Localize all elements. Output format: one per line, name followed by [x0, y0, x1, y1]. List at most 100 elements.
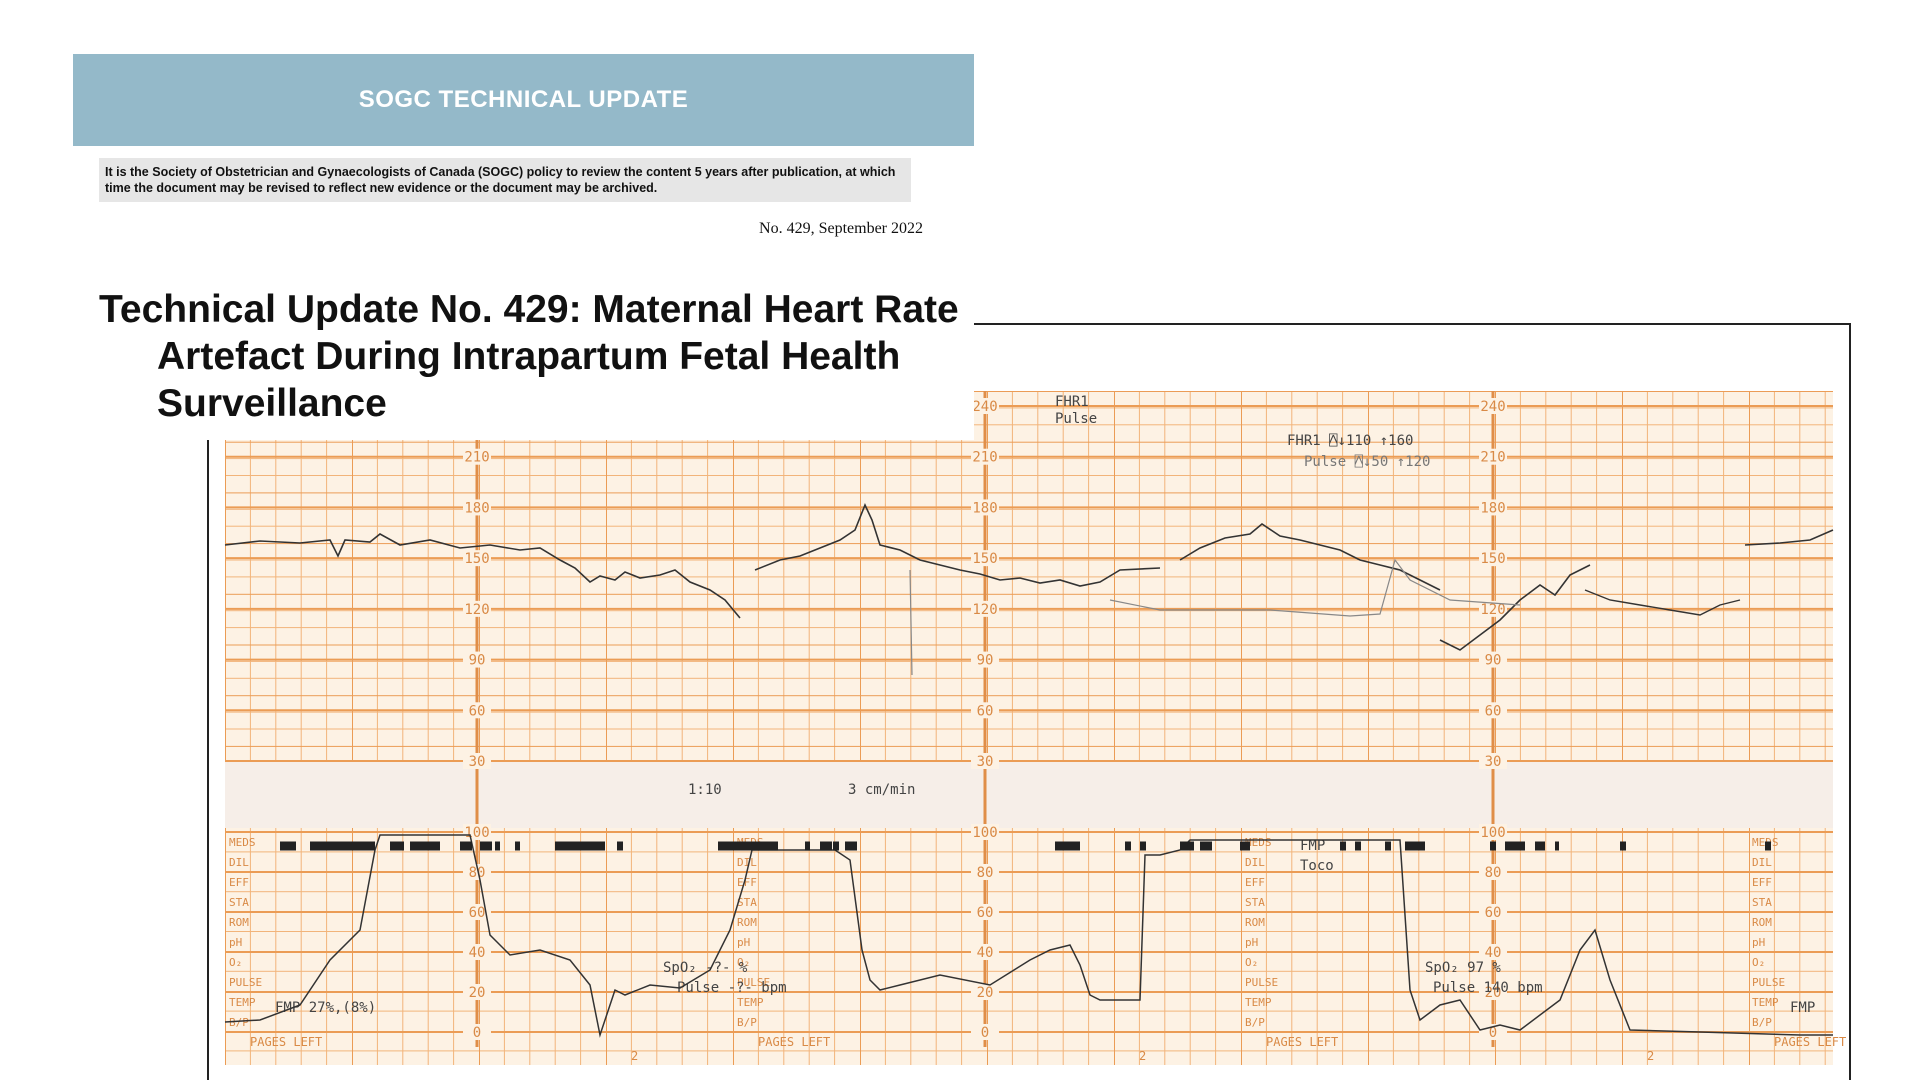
fhr-scale-label: 240 — [1480, 399, 1505, 415]
label-bg — [971, 651, 999, 668]
legend-label: FHR1 — [1055, 394, 1089, 410]
fmp-label: FMP — [1790, 1000, 1815, 1016]
toco-scale-label: 40 — [1485, 945, 1502, 961]
fhr-scale-label: 30 — [469, 754, 486, 770]
fhr-trace — [1439, 564, 1591, 651]
label-bg — [463, 944, 491, 960]
side-label: ROM — [1752, 916, 1772, 929]
toco-scale-label: 80 — [1485, 865, 1502, 881]
page-number: 2 — [1139, 1049, 1146, 1063]
side-label: B/P — [737, 1016, 757, 1029]
fhr-scale-label: 60 — [977, 703, 994, 719]
side-label: pH — [1752, 936, 1765, 949]
toco-scale-label: 80 — [469, 865, 486, 881]
fhr-scale-label: 120 — [972, 602, 997, 618]
pages-left: PAGES LEFT — [1774, 1035, 1846, 1049]
side-label: EFF — [1752, 876, 1772, 889]
side-label: pH — [1245, 936, 1258, 949]
side-label: DIL — [229, 856, 249, 869]
toco-scale-label: 20 — [977, 985, 994, 1001]
fhr-scale-label: 90 — [469, 653, 486, 669]
side-label: O₂ — [1245, 956, 1258, 969]
label-bg — [971, 499, 999, 516]
fhr-scale-label: 30 — [977, 754, 994, 770]
toco-scale-label: 20 — [1485, 985, 1502, 1001]
toco-scale-label: 40 — [977, 945, 994, 961]
fhr-scale-label: 60 — [1485, 703, 1502, 719]
fhr-scale-label: 150 — [464, 551, 489, 567]
fhr-scale-label: 120 — [1480, 602, 1505, 618]
toco-scale-label: 0 — [1489, 1025, 1497, 1041]
toco-grid — [225, 828, 1833, 1065]
toco-scale-label: 0 — [473, 1025, 481, 1041]
fhr-scale-label: 120 — [464, 602, 489, 618]
document-title: Technical Update No. 429: Maternal Heart… — [99, 286, 959, 427]
side-label: EFF — [229, 876, 249, 889]
speed-label: 3 cm/min — [848, 782, 915, 798]
label-bg — [971, 984, 999, 1000]
toco-scale-label: 100 — [464, 825, 489, 841]
toco-scale-label: 80 — [977, 865, 994, 881]
fhr-grid — [225, 391, 1833, 761]
toco-scale-label: 100 — [972, 825, 997, 841]
label-bg — [463, 651, 491, 668]
label-bg — [971, 1024, 999, 1040]
fhr-scale-label: 30 — [1485, 754, 1502, 770]
side-label: PULSE — [229, 976, 262, 989]
label-bg — [463, 499, 491, 516]
label-bg — [1479, 550, 1507, 567]
side-label: TEMP — [1752, 996, 1779, 1009]
page-number: 2 — [631, 1049, 638, 1063]
side-label: O₂ — [737, 956, 750, 969]
toco-scale-label: 40 — [469, 945, 486, 961]
fhr-scale-label: 240 — [972, 399, 997, 415]
fhr-scale-label: 180 — [1480, 500, 1505, 516]
pages-left: PAGES LEFT — [250, 1035, 322, 1049]
ratio-label: 1:10 — [688, 782, 722, 798]
legend-label: Toco — [1300, 858, 1334, 874]
label-bg — [971, 944, 999, 960]
toco-scale-label: 20 — [469, 985, 486, 1001]
label-bg — [971, 600, 999, 617]
side-label: PULSE — [737, 976, 770, 989]
label-bg — [463, 1024, 491, 1040]
fhr-scale-label: 60 — [469, 703, 486, 719]
toco-scale-label: 0 — [981, 1025, 989, 1041]
side-label: B/P — [1752, 1016, 1772, 1029]
side-label: O₂ — [229, 956, 242, 969]
label-bg — [1479, 864, 1507, 880]
fhr-trace — [224, 533, 741, 619]
title-backdrop — [73, 280, 974, 440]
side-label: PULSE — [1245, 976, 1278, 989]
side-label: pH — [229, 936, 242, 949]
fhr-scale-label: 210 — [1480, 450, 1505, 466]
fhr-scale-label: 90 — [977, 653, 994, 669]
label-bg — [971, 864, 999, 880]
side-label: B/P — [229, 1016, 249, 1029]
side-label: TEMP — [229, 996, 256, 1009]
label-bg — [463, 904, 491, 920]
side-label: TEMP — [1245, 996, 1272, 1009]
scale-columns: 2402101801501209060301008060402002402101… — [225, 391, 1846, 1063]
fhr-trace — [1179, 523, 1441, 591]
side-label: pH — [737, 936, 750, 949]
label-bg — [971, 753, 999, 769]
label-bg — [971, 398, 999, 414]
toco-scale-label: 60 — [977, 905, 994, 921]
toco-scale-label: 60 — [1485, 905, 1502, 921]
banner-title: SOGC TECHNICAL UPDATE — [358, 86, 689, 113]
fhr-trace — [1744, 529, 1834, 546]
side-label: ROM — [737, 916, 757, 929]
fhr-scale-label: 210 — [972, 450, 997, 466]
alarm-label: FHR1 ⍓↓110 ↑160 — [1287, 433, 1413, 449]
side-label: EFF — [737, 876, 757, 889]
side-label: MEDS — [229, 836, 256, 849]
pages-left: PAGES LEFT — [758, 1035, 830, 1049]
side-label: STA — [737, 896, 757, 909]
pulse-label: Pulse -?- bpm — [677, 980, 787, 996]
side-label: STA — [1245, 896, 1265, 909]
pulse-trace — [909, 558, 1521, 676]
side-label: STA — [229, 896, 249, 909]
side-label: B/P — [1245, 1016, 1265, 1029]
